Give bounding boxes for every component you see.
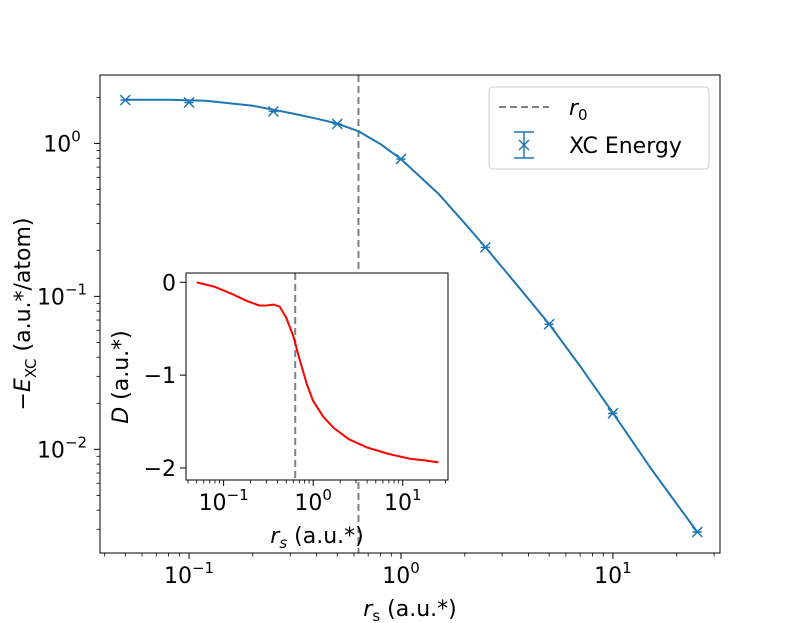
main-x-tick-label: 100 (382, 559, 420, 589)
main-fit-curve (125, 98, 699, 533)
inset-y-tick-label: −1 (144, 364, 176, 389)
inset-x-tick-label: 101 (384, 486, 422, 516)
main-marker-stroke (543, 318, 555, 330)
legend-r0-label: r0 (569, 96, 588, 124)
main-axes-frame (99, 74, 721, 554)
inset-ticks: 10−1 100 101 0 −1 −2 (144, 271, 446, 516)
main-marker-stroke (691, 526, 703, 538)
legend-points-swatch (514, 131, 534, 159)
main-data-point (267, 105, 279, 117)
main-y-axis-label: −EXC (a.u.*/atom) (11, 218, 40, 411)
main-data-point (331, 118, 343, 130)
main-marker-stroke (607, 407, 619, 419)
main-marker-stroke (331, 118, 343, 130)
inset-y-tick-label: −2 (144, 457, 176, 482)
inset-axes-frame (185, 272, 449, 481)
main-x-axis-label: rs (a.u.*) (363, 597, 456, 623)
main-y-tick-label: 100 (43, 127, 81, 157)
legend-points-label: XC Energy (569, 134, 682, 159)
inset-x-tick-label: 10−1 (199, 486, 249, 516)
main-marker-stroke (267, 105, 279, 117)
main-data-point (479, 241, 491, 253)
main-marker-stroke (479, 241, 491, 253)
inset-background (186, 273, 448, 480)
inset-series (196, 281, 439, 464)
main-marker-stroke (119, 94, 131, 106)
main-data-point (183, 97, 195, 109)
inset-y-tick-label: 0 (162, 271, 176, 296)
main-data-point (119, 94, 131, 106)
main-y-tick-label: 10−2 (37, 433, 87, 463)
main-y-tick-label: 10−1 (37, 280, 87, 310)
inset-plot: 10−1 100 101 0 −1 −2 rs (a.u.*) D (a.u.*) (109, 271, 449, 552)
main-x-tick-label: 10−1 (164, 559, 214, 589)
main-data-point (607, 407, 619, 419)
main-series (119, 94, 703, 538)
legend: r0 XC Energy (488, 86, 710, 170)
main-marker-stroke (183, 97, 195, 109)
main-x-tick-label: 101 (594, 559, 632, 589)
inset-y-axis-label: D (a.u.*) (109, 330, 134, 424)
main-plot: 10−1 100 101 10−2 10−1 100 (37, 74, 721, 589)
inset-d-curve (196, 281, 439, 464)
main-ticks: 10−1 100 101 10−2 10−1 100 (37, 96, 715, 589)
inset-x-tick-label: 100 (294, 486, 332, 516)
main-marker-stroke (395, 153, 407, 165)
main-data-point (395, 153, 407, 165)
inset-x-axis-label: rs (a.u.*) (270, 524, 363, 552)
main-data-point (691, 526, 703, 538)
main-data-point (543, 318, 555, 330)
